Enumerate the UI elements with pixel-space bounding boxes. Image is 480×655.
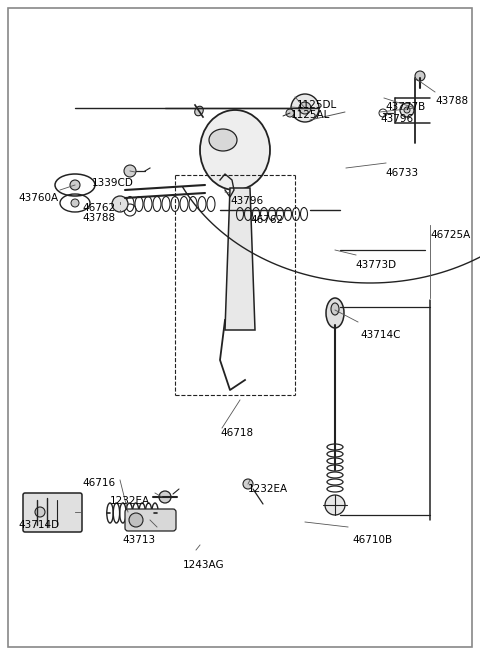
Circle shape (129, 513, 143, 527)
Text: 43713: 43713 (122, 535, 155, 545)
Text: 46710B: 46710B (352, 535, 392, 545)
Circle shape (124, 165, 136, 177)
Ellipse shape (331, 303, 339, 315)
FancyBboxPatch shape (23, 493, 82, 532)
Circle shape (291, 94, 319, 122)
Text: 46762: 46762 (82, 203, 115, 213)
Text: 1125DL: 1125DL (297, 100, 337, 110)
Text: 1232EA: 1232EA (248, 484, 288, 494)
Ellipse shape (200, 110, 270, 190)
Text: 1243AG: 1243AG (183, 560, 225, 570)
Text: 43773D: 43773D (355, 260, 396, 270)
Circle shape (404, 107, 410, 113)
Circle shape (71, 199, 79, 207)
Text: 46716: 46716 (82, 478, 115, 488)
Text: 1339CD: 1339CD (92, 178, 134, 188)
Text: 46733: 46733 (385, 168, 418, 178)
Text: 43788: 43788 (82, 213, 115, 223)
Circle shape (35, 507, 45, 517)
Text: 43714D: 43714D (18, 520, 59, 530)
Circle shape (299, 102, 311, 114)
Text: 46762: 46762 (250, 215, 283, 225)
Text: 1125AL: 1125AL (291, 110, 330, 120)
Circle shape (325, 495, 345, 515)
Circle shape (400, 103, 414, 117)
Circle shape (159, 491, 171, 503)
Circle shape (286, 109, 294, 117)
Text: 46725A: 46725A (430, 230, 470, 240)
Ellipse shape (195, 106, 203, 116)
Polygon shape (225, 188, 255, 330)
Circle shape (415, 71, 425, 81)
FancyBboxPatch shape (125, 509, 176, 531)
Ellipse shape (209, 129, 237, 151)
Text: 43796: 43796 (230, 196, 263, 206)
Text: 43714C: 43714C (360, 330, 400, 340)
Ellipse shape (326, 298, 344, 328)
Text: 43796: 43796 (380, 114, 413, 124)
Circle shape (243, 479, 253, 489)
Text: 43777B: 43777B (385, 102, 425, 112)
Text: 43760A: 43760A (18, 193, 58, 203)
Text: 46718: 46718 (220, 428, 253, 438)
Text: 43788: 43788 (435, 96, 468, 106)
Circle shape (112, 196, 128, 212)
Text: 1232EA: 1232EA (110, 496, 150, 506)
Circle shape (70, 180, 80, 190)
